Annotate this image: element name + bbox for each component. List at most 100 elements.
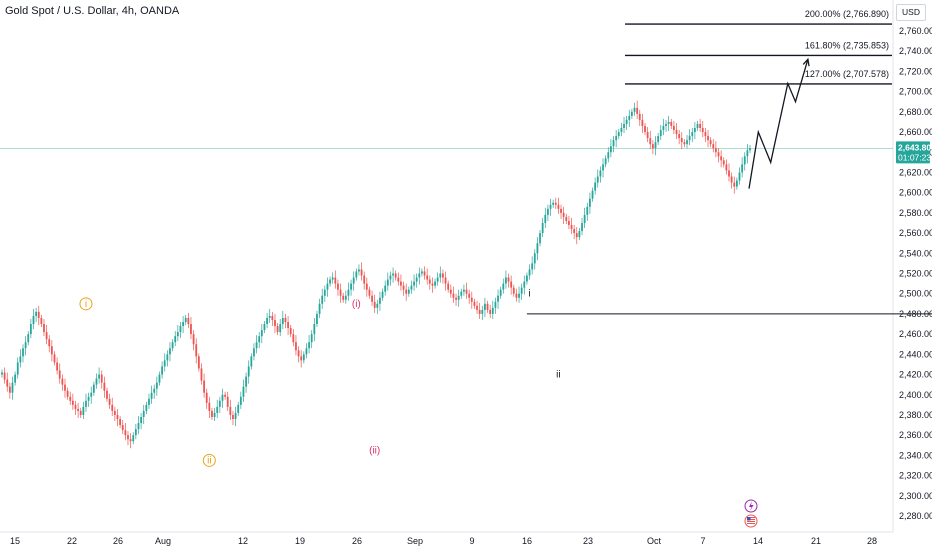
candle-body — [407, 289, 410, 294]
candle-body — [452, 293, 455, 298]
currency-button[interactable]: USD — [896, 4, 926, 21]
candle-body — [29, 324, 32, 335]
candle-body — [686, 140, 688, 145]
candle-body — [573, 229, 576, 234]
candle-body — [342, 295, 345, 300]
candle-body — [37, 311, 40, 318]
candle-body — [594, 182, 597, 191]
candle-body — [704, 132, 707, 137]
price-axis: 2,280.000 2,300.000 2,320.000 2,340.000 2,36… — [899, 26, 932, 521]
candle-body — [40, 317, 43, 325]
wave-label-circle — [79, 297, 93, 311]
candle-body — [253, 348, 255, 357]
candle-body — [539, 233, 541, 244]
price-tick-label: 2,380.000 — [899, 410, 932, 420]
candle-body — [447, 283, 450, 290]
candle-body — [276, 326, 279, 333]
candle-body — [245, 376, 247, 387]
candle-body — [48, 339, 51, 347]
candle-body — [50, 346, 53, 355]
candle-body — [232, 414, 234, 419]
candle-body — [326, 283, 329, 290]
candle-body — [596, 176, 599, 183]
candle-body — [113, 410, 116, 415]
candle-body — [709, 140, 712, 145]
candle-body — [266, 317, 268, 325]
candle-body — [549, 204, 552, 209]
candle-body — [22, 348, 24, 357]
lightning-glyph — [749, 501, 754, 511]
candle-body — [263, 324, 266, 331]
time-tick-label: 26 — [352, 536, 362, 546]
candle-body — [552, 202, 555, 205]
time-tick-label: 21 — [811, 536, 821, 546]
candle-body — [746, 150, 749, 157]
candle-body — [667, 121, 670, 124]
candle-body — [518, 293, 520, 298]
candle-body — [413, 281, 415, 286]
candle-body — [213, 412, 216, 417]
candle-body — [583, 214, 586, 223]
candle-body — [405, 289, 408, 294]
candle-body — [43, 324, 45, 333]
candle-body — [478, 309, 481, 314]
candle-body — [657, 136, 660, 143]
candle-body — [71, 400, 74, 405]
candle-body — [239, 396, 242, 405]
candle-body — [363, 275, 366, 284]
candle-body — [531, 263, 534, 270]
wave-label: (ii) — [369, 445, 380, 456]
candle-body — [284, 317, 287, 322]
candle-body — [1, 372, 3, 375]
price-tick-label: 2,420.000 — [899, 370, 932, 380]
candle-body — [607, 152, 610, 159]
candle-body — [313, 324, 316, 335]
candle-body — [389, 275, 392, 280]
candle-body — [334, 277, 337, 284]
time-tick-label: 22 — [67, 536, 77, 546]
candle-body — [132, 435, 135, 442]
candle-body — [476, 305, 478, 310]
candle-body — [381, 291, 384, 298]
candle-body — [305, 348, 308, 355]
candle-body — [421, 271, 423, 274]
candle-body — [449, 289, 452, 294]
candle-body — [376, 303, 379, 308]
candle-body — [297, 350, 300, 357]
candle-body — [662, 125, 665, 131]
candle-body — [197, 356, 200, 369]
candle-body — [633, 107, 636, 112]
candle-body — [494, 301, 497, 308]
candle-body — [565, 216, 568, 221]
projection-arrowhead — [802, 57, 810, 67]
candle-body — [418, 273, 421, 278]
candle-body — [714, 148, 717, 153]
flag-canton — [747, 517, 751, 521]
candle-body — [434, 281, 436, 286]
fib-level-label: 127.00% (2,707.578) — [805, 69, 889, 79]
candle-body — [365, 283, 368, 290]
candle-body — [463, 289, 465, 292]
candle-body — [58, 370, 61, 379]
current-price-countdown: 01:07:23 — [898, 152, 931, 162]
candle-body — [510, 281, 513, 288]
candle-body — [749, 148, 751, 151]
candle-body — [142, 410, 145, 417]
price-tick-label: 2,280.000 — [899, 511, 932, 521]
candle-body — [431, 283, 434, 286]
candle-body — [140, 416, 143, 424]
time-tick-label: Aug — [155, 536, 171, 546]
candle-body — [442, 273, 444, 278]
candle-body — [465, 289, 468, 294]
candle-body — [281, 317, 284, 325]
candle-body — [670, 121, 673, 126]
candle-body — [743, 156, 746, 165]
candle-body — [171, 342, 174, 349]
candle-body — [127, 435, 129, 440]
candle-body — [470, 297, 473, 302]
candle-body — [541, 222, 544, 234]
candle-body — [347, 289, 350, 296]
candle-body — [103, 382, 106, 391]
